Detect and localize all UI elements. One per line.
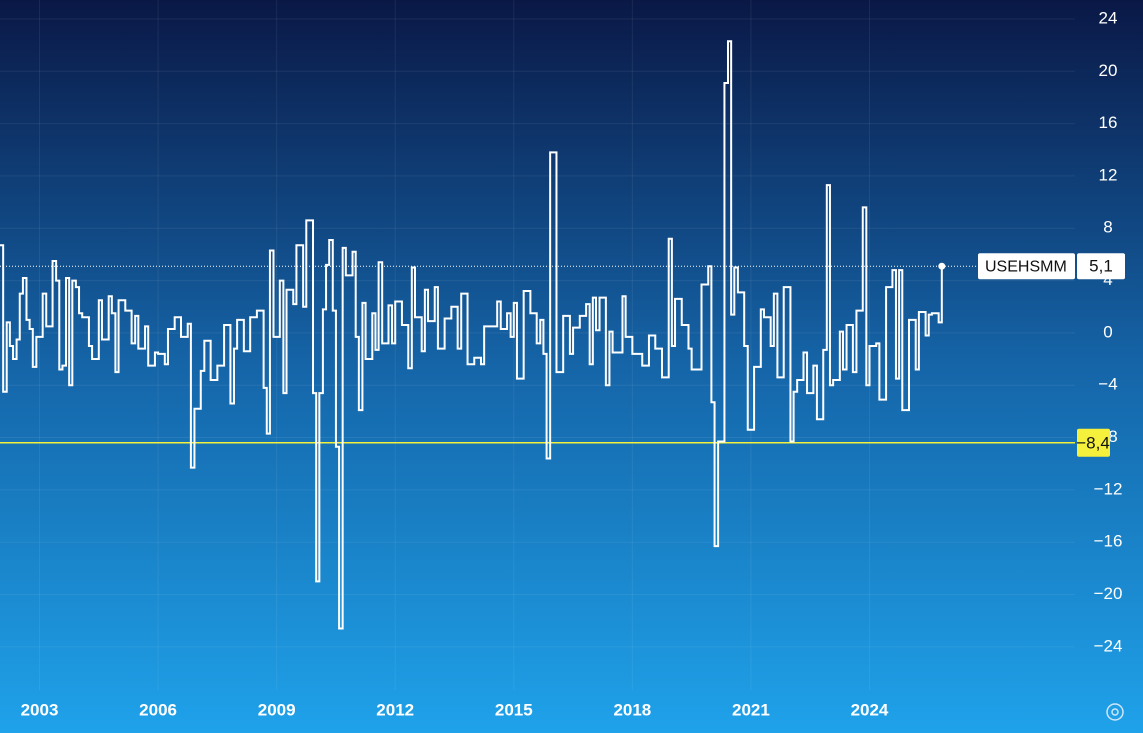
y-tick-label: 12: [1099, 165, 1118, 184]
value-label: 5,1: [1089, 257, 1113, 276]
x-tick-label: 2021: [732, 700, 770, 719]
x-tick-label: 2006: [139, 700, 177, 719]
value-label: −8,4: [1076, 433, 1110, 452]
x-tick-label: 2015: [495, 700, 533, 719]
y-tick-label: −12: [1094, 479, 1123, 498]
x-tick-label: 2018: [613, 700, 651, 719]
series-tag: [978, 253, 1075, 280]
x-tick-label: 2024: [851, 700, 889, 719]
data-line: [0, 40, 943, 630]
value-tag: [1077, 253, 1125, 280]
y-tick-label: 24: [1099, 8, 1118, 27]
y-tick-label: 20: [1099, 61, 1118, 80]
y-tick-label: 0: [1103, 322, 1112, 341]
y-tick-label: −20: [1094, 584, 1123, 603]
y-tick-label: 16: [1099, 113, 1118, 132]
y-tick-label: −24: [1094, 636, 1123, 655]
x-tick-label: 2012: [376, 700, 414, 719]
x-tick-label: 2003: [21, 700, 59, 719]
last-point: [938, 262, 946, 270]
settings-icon[interactable]: [1106, 703, 1124, 721]
x-tick-label: 2009: [258, 700, 296, 719]
series-name: USEHSMM: [985, 258, 1067, 275]
y-tick-label: −4: [1098, 375, 1117, 394]
y-tick-label: 4: [1103, 270, 1112, 289]
value-tag: [1077, 428, 1110, 457]
y-tick-label: −16: [1094, 532, 1123, 551]
y-tick-label: 8: [1103, 218, 1112, 237]
